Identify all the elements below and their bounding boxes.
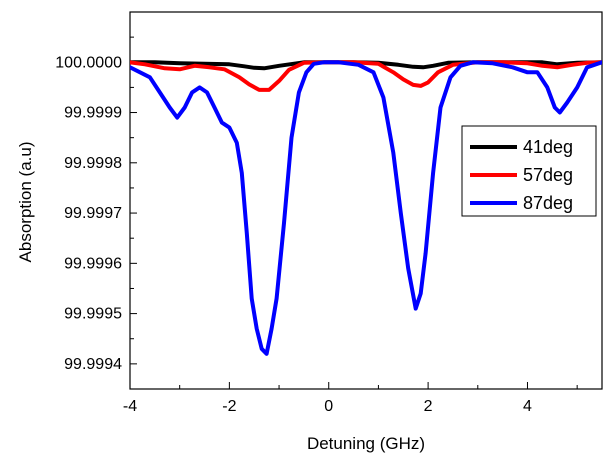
y-tick-label: 99.9999 <box>64 105 122 122</box>
x-tick-label: 4 <box>523 398 532 415</box>
x-axis-title: Detuning (GHz) <box>307 434 425 453</box>
x-tick-label: -4 <box>123 398 137 415</box>
axis-tick-labels: -4 -2 0 2 4 99.9994 99.9995 99.9996 99.9997 99.99… <box>55 54 532 415</box>
y-tick-label: 100.0000 <box>55 54 122 71</box>
y-tick-label: 99.9995 <box>64 306 122 323</box>
legend-label-41deg: 41deg <box>523 137 573 157</box>
x-tick-label: -2 <box>222 398 236 415</box>
y-axis-title: Absorption (a.u) <box>16 142 35 263</box>
x-tick-label: 2 <box>424 398 433 415</box>
legend-label-57deg: 57deg <box>523 165 573 185</box>
y-tick-label: 99.9998 <box>64 155 122 172</box>
legend: 41deg 57deg 87deg <box>461 125 597 217</box>
series-line-87deg <box>130 60 602 356</box>
y-tick-label: 99.9996 <box>64 255 122 272</box>
plot-area-frame <box>129 11 603 390</box>
x-tick-label: 0 <box>324 398 333 415</box>
series-line-57deg <box>130 60 602 92</box>
legend-label-87deg: 87deg <box>523 193 573 213</box>
series-lines <box>130 60 602 356</box>
y-tick-label: 99.9997 <box>64 205 122 222</box>
y-tick-label: 99.9994 <box>64 356 122 373</box>
